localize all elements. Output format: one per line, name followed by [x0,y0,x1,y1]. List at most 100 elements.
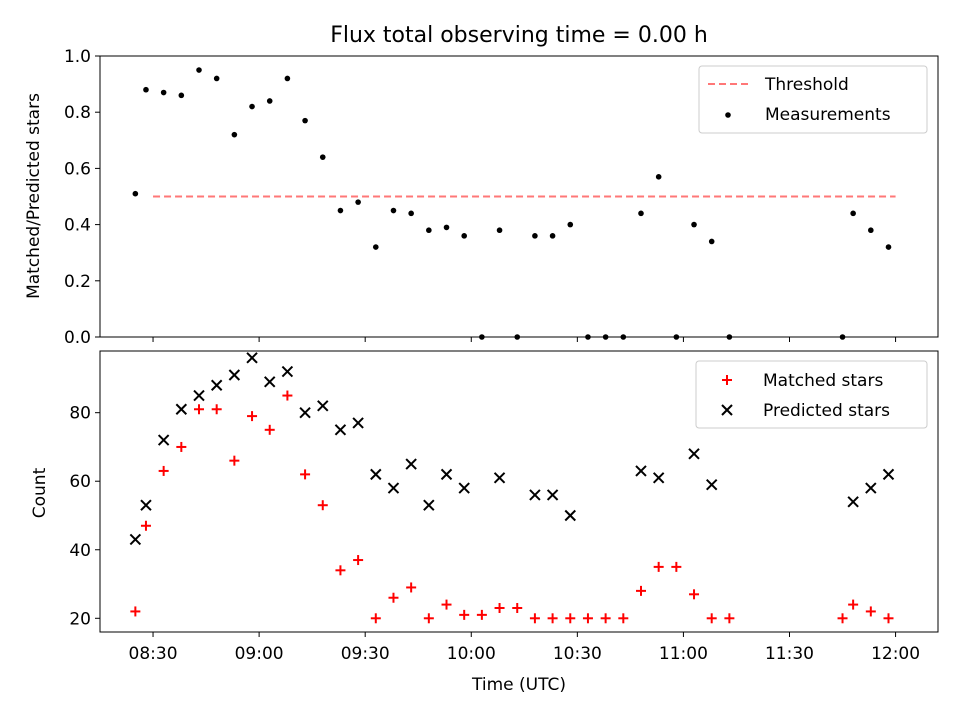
matched-star-point [565,613,576,624]
measurement-point [638,210,644,217]
predicted-star-point [546,489,559,501]
measurement-point [885,244,892,250]
measurement-point [850,210,856,217]
measurement-point [868,227,874,234]
matched-star-point [582,613,593,624]
matched-star-point [335,565,346,576]
matched-legend-label: Matched stars [763,371,883,391]
bottom-plot-area: 20 40 60 80 08:30 09:00 09:30 10:00 10:30 11:00 11… [69,352,920,664]
top-y-axis-label: Matched/Predicted stars [24,93,44,299]
x-tick-label: 08:30 [129,644,178,664]
predicted-star-point [652,472,665,484]
predicted-star-point [246,352,258,364]
matched-star-point [300,469,311,480]
measurement-point [691,221,697,228]
matched-star-point [282,390,293,401]
matched-star-point [459,609,470,620]
measurements-legend-swatch [725,112,731,118]
top-legend-box [698,65,928,134]
measurement-point [655,174,662,180]
matched-star-point [724,613,735,624]
top-plot-area: 0.0 0.2 0.4 0.6 0.8 1.0 [64,47,897,348]
top-axes-frame [99,55,939,338]
matched-star-point [547,613,558,624]
matched-legend-swatch [722,375,732,385]
predicted-star-point [299,406,311,419]
top-y-tick-label: 0.6 [64,159,91,179]
measurement-point [496,227,503,234]
measurement-point [213,75,220,82]
threshold-legend-label: Threshold [764,75,849,95]
top-legend: Threshold Measurements [698,65,928,134]
bottom-legend: Matched stars Predicted stars [695,360,928,429]
predicted-star-point [529,489,541,501]
x-tick-label: 09:00 [235,644,284,664]
matched-star-point [618,613,629,624]
measurement-point [160,89,167,96]
matched-star-point [353,555,364,566]
predicted-star-point [493,472,506,484]
measurement-point [284,75,291,82]
matched-star-point [441,599,452,610]
matched-star-point [706,613,717,624]
matched-star-point [635,585,646,596]
measurement-point [231,131,238,138]
matched-star-point [865,606,876,617]
measurement-point [372,244,379,250]
top-y-tick-label: 0.0 [64,328,91,348]
measurement-point [443,224,450,231]
predicted-star-point [264,376,276,388]
x-tick-label: 10:00 [447,644,496,664]
measurement-point [355,199,361,205]
measurement-point [461,233,467,239]
measurement-point [143,86,149,93]
predicted-star-point [370,468,382,481]
matched-star-point [317,500,328,511]
matched-star-point [600,613,611,624]
measurement-point [708,238,715,245]
x-axis-label: Time (UTC) [471,675,566,695]
predicted-star-point [847,496,859,508]
measurement-point [196,67,202,73]
measurement-point [390,207,397,214]
matched-star-point [370,613,381,624]
top-y-tick-label: 0.2 [64,272,91,292]
matched-star-point [512,603,523,614]
matched-star-point [883,613,894,624]
matched-star-point [423,613,434,624]
count-panel: Count Time (UTC) 20 40 60 80 08:30 09:00 09:30… [30,350,939,695]
bottom-y-tick-label: 20 [69,609,91,629]
top-y-tick-label: 1.0 [64,47,91,67]
matched-star-point [671,561,682,572]
predicted-star-point [352,417,364,429]
matched-star-point [264,424,275,435]
matched-star-point [476,609,487,620]
matched-star-point [176,441,187,452]
x-tick-label: 10:30 [553,644,602,664]
matched-star-point [529,613,540,624]
predicted-star-point [317,400,329,412]
predicted-star-point [564,509,576,522]
measurement-point [337,207,344,214]
matched-star-point [388,592,399,603]
top-y-tick-label: 0.8 [64,103,91,123]
measurement-point [266,98,273,104]
measurement-point [532,233,538,239]
matched-star-point [229,455,240,466]
matched-star-point [211,404,222,415]
predicted-star-point [865,482,877,494]
matched-star-point [837,613,848,624]
predicted-star-point [635,465,647,477]
measurement-point [132,190,139,197]
measurement-point [178,92,185,99]
predicted-star-point [688,448,700,460]
measurement-point [408,210,414,217]
matched-star-point [158,465,169,476]
measurement-point [549,233,556,239]
chart-title: Flux total observing time = 0.00 h [330,23,708,48]
measurement-point [302,117,308,124]
measurement-point [426,227,432,234]
measurement-point [249,103,255,110]
predicted-legend-swatch [721,404,733,416]
